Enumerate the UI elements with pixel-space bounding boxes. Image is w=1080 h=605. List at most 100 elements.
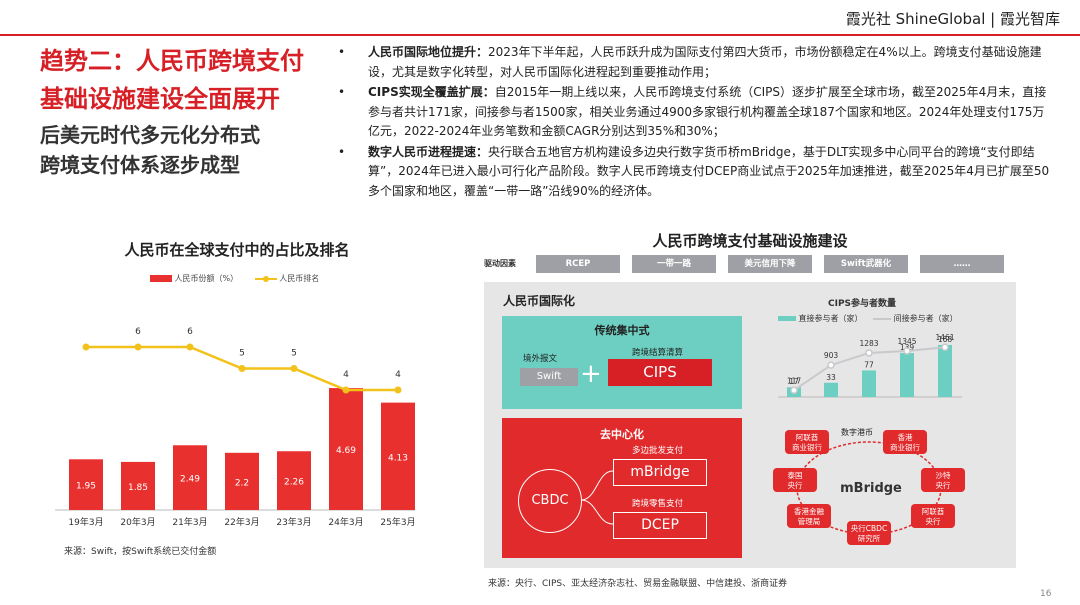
direct-value-label: 168 <box>938 335 953 344</box>
cips-legend: 直接参与者（家） 间接参与者（家） <box>778 313 958 324</box>
indirect-point <box>865 349 873 357</box>
network-node-label: 阿联酋 <box>922 506 945 516</box>
bullet-item: • 人民币国际地位提升：2023年下半年起，人民币跃升成为国际支付第四大货币，市… <box>338 43 1050 82</box>
header-rule <box>0 34 1080 36</box>
dcep-box: DCEP <box>613 512 707 539</box>
bullet-text: 央行联合五地官方机构建设多边央行数字货币桥mBridge，基于DLT实现多中心同… <box>368 144 1050 198</box>
network-node <box>785 430 829 454</box>
bullet-text: 2023年下半年起，人民币跃升成为国际支付第四大货币，市场份额稳定在4%以上。跨… <box>368 45 1042 79</box>
indirect-value-label: 1461 <box>935 333 954 342</box>
direct-value-label: 17 <box>789 377 799 386</box>
mbridge-network: 数字港币mBridge阿联酋商业银行香港商业银行泰国央行沙特央行香港金融管理局阿… <box>773 427 965 545</box>
x-tick-label: 22年3月 <box>224 516 259 528</box>
diagram-source: 来源：央行、CIPS、亚太经济杂志社、贸易金融联盟、中信建投、浙商证券 <box>488 579 788 589</box>
indirect-point <box>827 361 835 369</box>
bar <box>225 452 259 510</box>
cips-chart-title: CIPS参与者数量 <box>828 299 897 309</box>
bullet-heading: 人民币国际地位提升： <box>368 45 489 59</box>
rank-point <box>342 386 350 394</box>
driver-tag: RCEP <box>536 255 620 273</box>
legend-direct-swatch <box>778 316 796 321</box>
indirect-value-label: 117 <box>787 376 802 385</box>
chart-legend: 人民币份额（%） 人民币排名 <box>150 273 319 284</box>
rank-point <box>134 343 142 351</box>
bar <box>173 445 207 510</box>
legend-indirect-swatch <box>873 317 892 320</box>
bullet-heading: CIPS实现全覆盖扩展： <box>368 85 495 99</box>
bar-value-label: 4.13 <box>388 453 408 463</box>
cips-participants-chart: 173377139168117903128313451461 <box>778 333 962 398</box>
network-node-label: 央行 <box>788 480 803 490</box>
direct-bar <box>824 382 838 397</box>
bridge-label: 数字港币 <box>841 427 873 437</box>
rank-point <box>238 365 246 372</box>
indirect-point <box>903 347 911 355</box>
legend-line-swatch <box>254 275 277 282</box>
bar <box>69 459 103 510</box>
page-title: 趋势二：人民币跨境支付 基础设施建设全面展开 <box>40 47 304 113</box>
legend-direct-label: 直接参与者（家） <box>798 314 863 323</box>
bullet-list: • 人民币国际地位提升：2023年下半年起，人民币跃升成为国际支付第四大货币，市… <box>338 43 1050 202</box>
network-node-label: 泰国 <box>788 470 803 480</box>
bullet-heading: 数字人民币进程提速： <box>368 144 489 159</box>
driver-tag: 美元信用下降 <box>728 255 812 273</box>
chart-title: 人民币在全球支付中的占比及排名 <box>124 241 350 259</box>
cbdc-connectors <box>580 470 614 525</box>
bullet-item: • 数字人民币进程提速：央行联合五地官方机构建设多边央行数字货币桥mBridge… <box>338 143 1050 202</box>
swift-box: Swift <box>520 368 578 386</box>
bar-value-label: 1.95 <box>76 482 96 492</box>
network-node-label: 央行CBDC <box>851 523 887 533</box>
cbdc-circle: CBDC <box>518 469 582 533</box>
rank-label: 4 <box>343 370 349 380</box>
x-tick-label: 25年3月 <box>380 516 415 528</box>
bar-value-label: 4.69 <box>336 446 356 456</box>
driver-tag: …… <box>920 255 1004 273</box>
mbridge-center-label: mBridge <box>840 481 902 496</box>
rank-point <box>394 386 402 394</box>
direct-value-label: 33 <box>826 373 836 382</box>
driver-tag: 一带一路 <box>632 255 716 273</box>
section-label: 人民币国际化 <box>503 294 576 308</box>
rank-point <box>186 343 194 351</box>
rank-label: 5 <box>239 349 245 359</box>
traditional-title: 传统集中式 <box>594 324 650 337</box>
connector-line <box>580 499 614 525</box>
bullet-dot: • <box>338 144 346 159</box>
bullet-dot: • <box>338 45 346 59</box>
indirect-value-label: 1345 <box>897 337 916 346</box>
header-bar: 霞光社 ShineGlobal | 霞光智库 <box>0 0 1080 34</box>
x-tick-label: 21年3月 <box>172 516 207 528</box>
network-node <box>773 468 817 492</box>
network-node-label: 央行 <box>926 516 941 526</box>
x-tick-label: 23年3月 <box>276 516 311 528</box>
decentralized-title: 去中心化 <box>600 428 644 441</box>
share-rank-chart: 1.95 19年3月 1.85 20年3月 2.49 21年3月 2.2 22年3月 2.26 2… <box>55 327 416 528</box>
bar <box>381 402 415 510</box>
drivers-row: 驱动因素 RCEP 一带一路 美元信用下降 Swift武器化 …… <box>484 255 1016 273</box>
chart-source: 来源：Swift，按Swift系统已交付金额 <box>64 547 217 557</box>
mbridge-header: 多边批发支付 <box>632 446 684 456</box>
bar-value-label: 2.49 <box>180 475 200 485</box>
legend-line-label: 人民币排名 <box>279 274 320 283</box>
x-tick-label: 20年3月 <box>120 516 155 528</box>
bullet-item: • CIPS实现全覆盖扩展：自2015年一期上线以来，人民币跨境支付系统（CIP… <box>338 83 1050 142</box>
network-node <box>847 521 891 545</box>
indirect-value-label: 903 <box>824 351 839 360</box>
network-node-label: 阿联酋 <box>796 432 819 442</box>
bullet-dot: • <box>338 85 346 99</box>
cips-header: 跨境结算清算 <box>632 348 684 358</box>
x-tick-label: 19年3月 <box>68 516 103 528</box>
network-node-label: 商业银行 <box>890 442 920 452</box>
bar-value-label: 1.85 <box>128 483 148 493</box>
rank-label: 6 <box>187 327 193 337</box>
page-number: 16 <box>1040 589 1052 599</box>
indirect-point <box>941 343 949 351</box>
rank-label: 4 <box>395 370 401 380</box>
connector-line <box>580 470 614 501</box>
plus-sign: + <box>580 359 602 389</box>
indirect-point <box>790 386 798 395</box>
network-node-label: 央行 <box>936 480 951 490</box>
rank-label: 5 <box>291 349 297 359</box>
network-node-label: 香港金融 <box>794 506 824 516</box>
indirect-value-label: 1283 <box>859 339 878 348</box>
